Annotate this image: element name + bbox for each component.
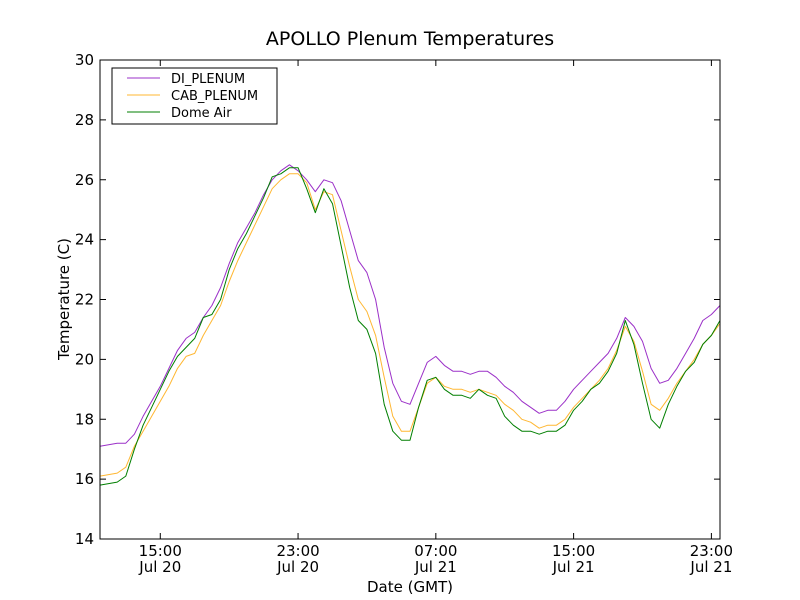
x-tick-time-label: 15:00: [552, 542, 595, 560]
legend-box: [111, 67, 278, 125]
legend: DI_PLENUM CAB_PLENUM Dome Air: [111, 67, 278, 125]
series-layer: [99, 164, 721, 486]
x-tick-time-label: 07:00: [414, 542, 457, 560]
series-line-dome-air: [99, 167, 721, 486]
x-tick-time-label: 23:00: [276, 542, 319, 560]
x-tick-date-label: Jul 20: [276, 558, 319, 576]
y-tick-label: 28: [75, 111, 94, 129]
legend-label: Dome Air: [171, 106, 232, 121]
y-tick-label: 30: [75, 51, 94, 69]
legend-label: CAB_PLENUM: [171, 89, 258, 104]
y-tick-label: 22: [75, 291, 94, 309]
y-tick-label: 26: [75, 171, 94, 189]
y-axis-label: Temperature (C): [55, 238, 73, 361]
legend-label: DI_PLENUM: [171, 72, 245, 87]
y-tick-label: 18: [75, 410, 94, 428]
x-tick-date-label: Jul 21: [414, 558, 457, 576]
y-tick-label: 16: [75, 470, 94, 488]
x-tick-date-label: Jul 21: [552, 558, 595, 576]
plot-area: [100, 60, 720, 539]
chart-title: APOLLO Plenum Temperatures: [266, 28, 554, 50]
series-line-di-plenum: [99, 164, 721, 447]
y-tick-label: 14: [75, 530, 94, 548]
x-tick-time-label: 23:00: [690, 542, 733, 560]
x-axis-label: Date (GMT): [367, 578, 453, 596]
x-tick-date-label: Jul 20: [138, 558, 181, 576]
x-tick-time-label: 15:00: [139, 542, 182, 560]
y-tick-label: 20: [75, 350, 94, 368]
y-tick-label: 24: [75, 231, 94, 249]
x-tick-date-label: Jul 21: [689, 558, 732, 576]
y-axis: 14 16 18 20 22 24 26 28 30: [75, 51, 720, 548]
